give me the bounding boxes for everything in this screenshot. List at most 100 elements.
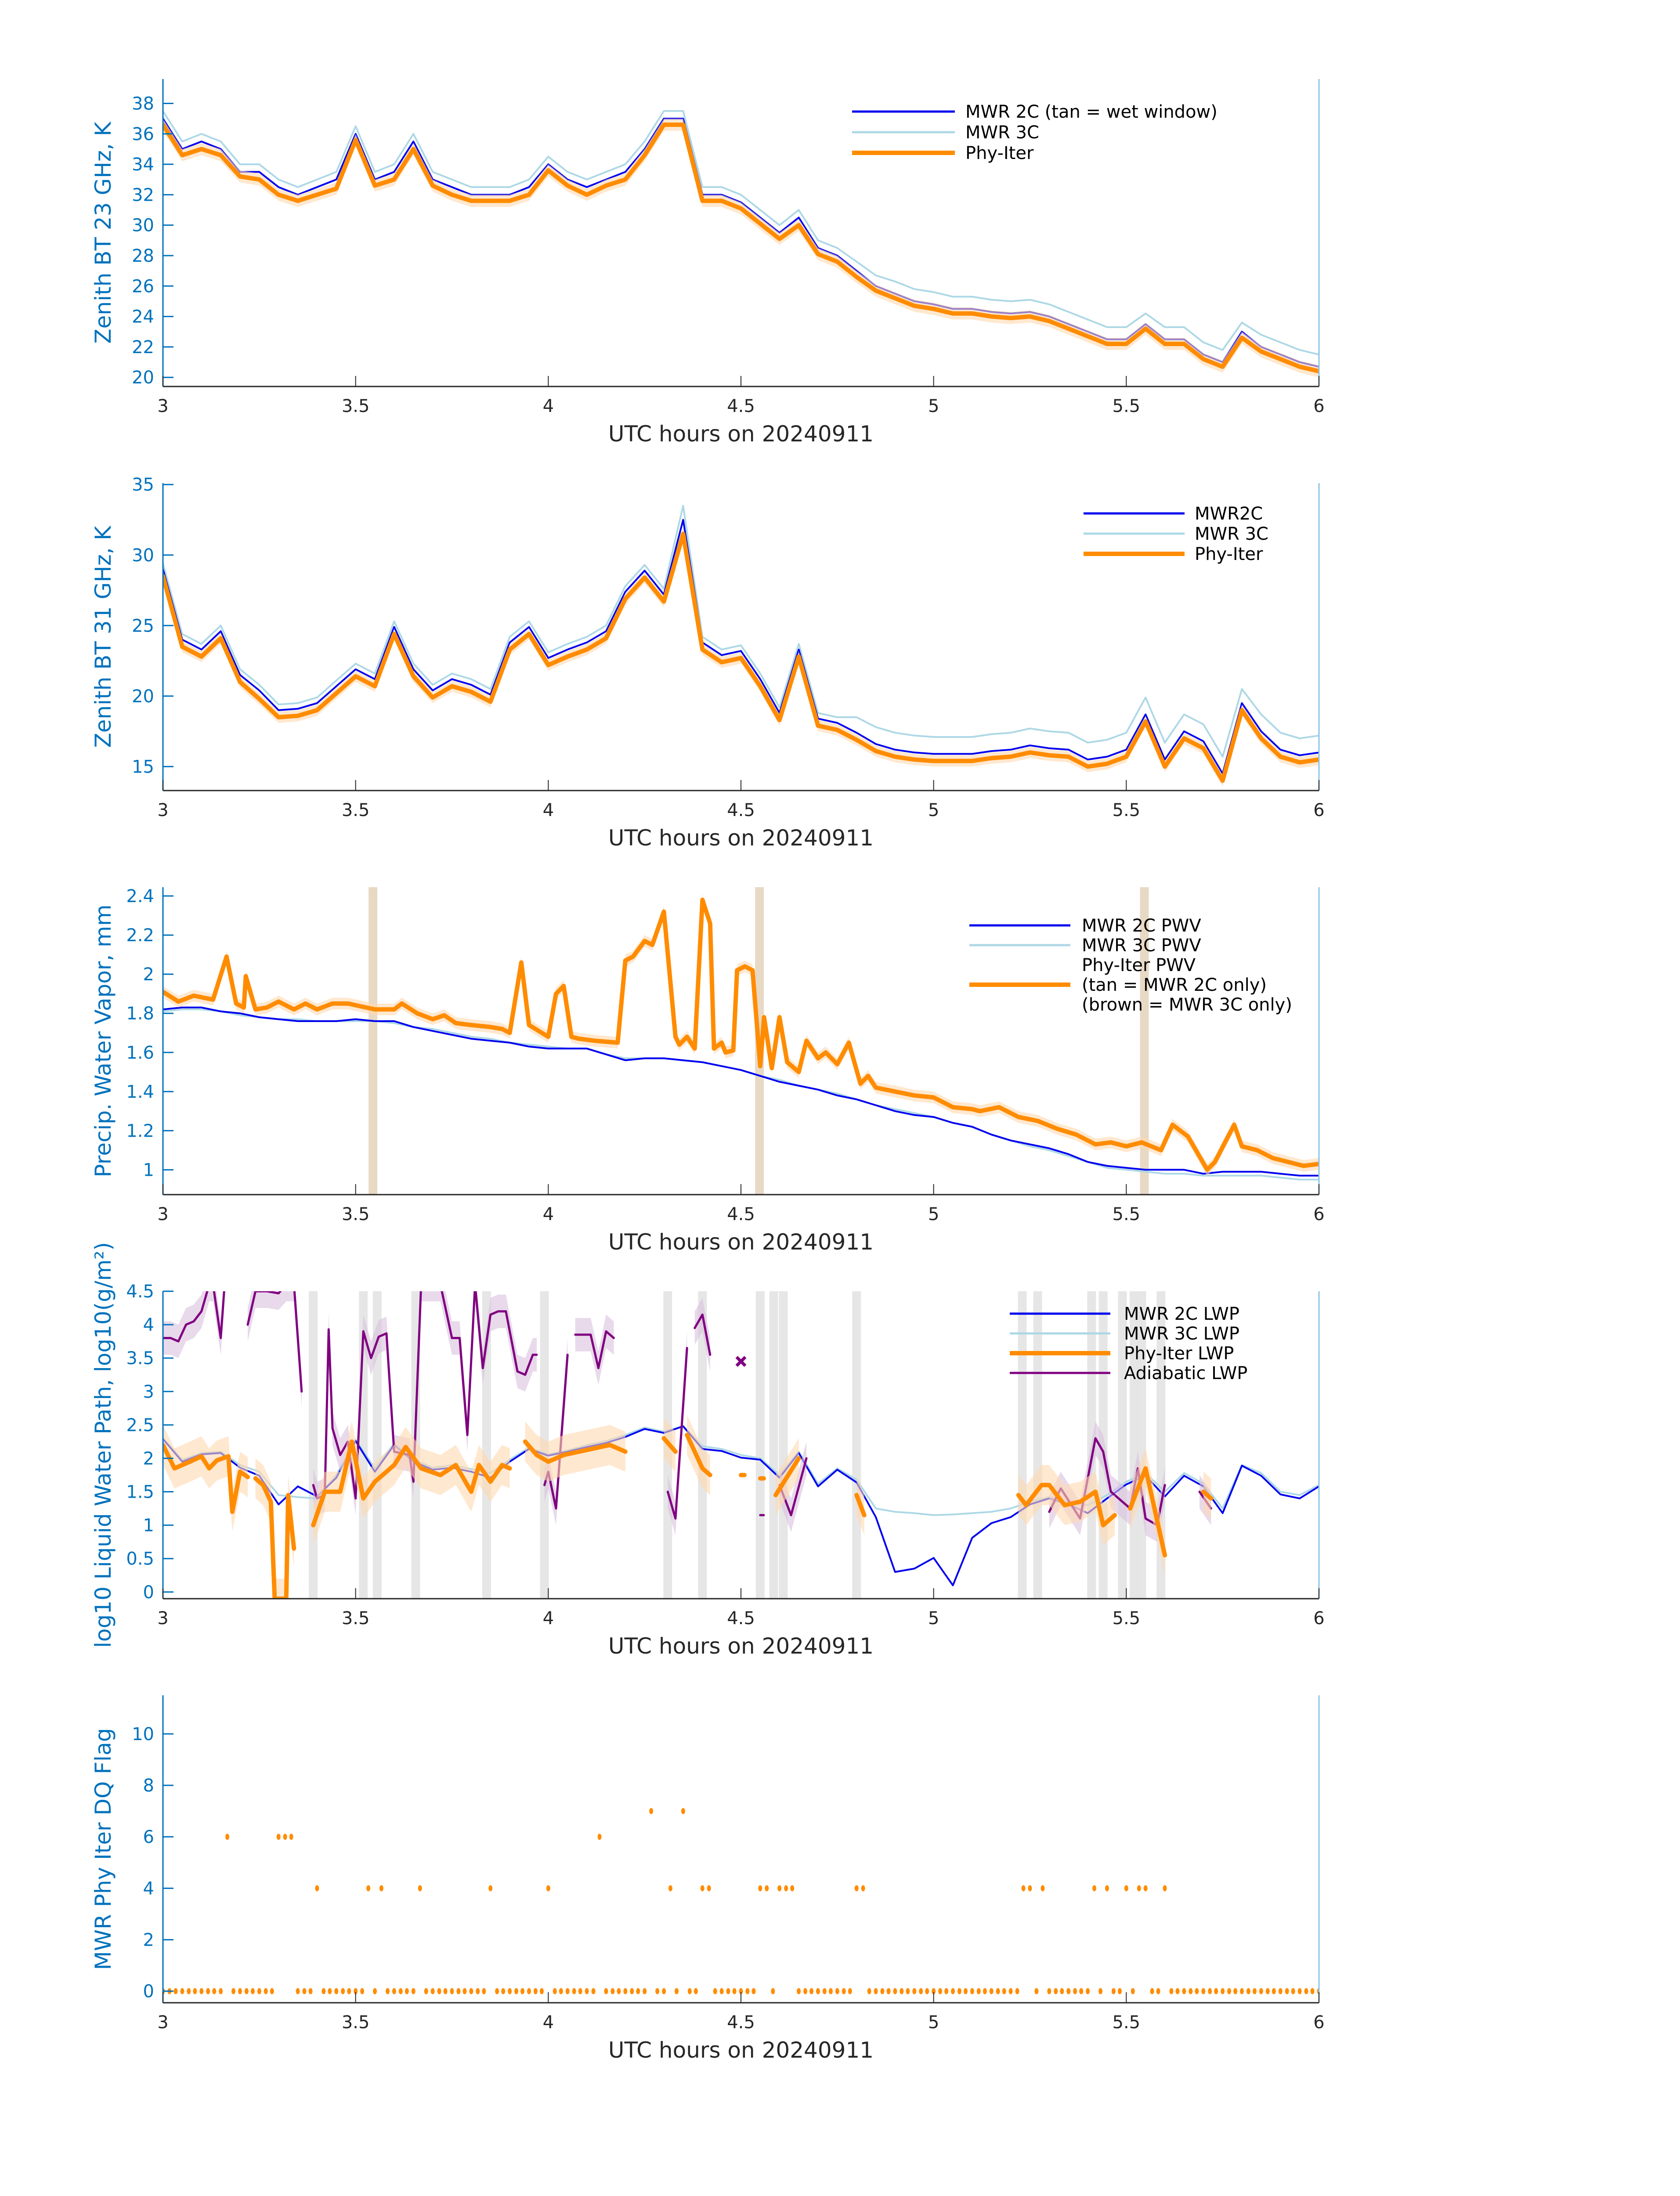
data-point	[1079, 1988, 1084, 1994]
legend-entry-label: MWR 2C (tan = wet window)	[965, 102, 1218, 122]
data-point	[893, 1988, 897, 1994]
data-point	[1201, 1988, 1206, 1994]
y-tick-label: 2.5	[126, 1415, 154, 1435]
x-tick-label: 6	[1313, 1204, 1324, 1224]
legend-entry-label: MWR 3C	[965, 123, 1039, 143]
series-line	[685, 1433, 712, 1477]
data-point	[938, 1988, 943, 1994]
data-point	[970, 1988, 974, 1994]
panel-bt23: Zenith BT 23 GHz, K UTC hours on 2024091…	[90, 79, 1325, 447]
y-tick-label: 30	[132, 545, 154, 566]
x-tick-label: 4	[543, 1608, 554, 1629]
panel-dq-flag: MWR Phy Iter DQ Flag UTC hours on 202409…	[90, 1695, 1325, 2063]
x-tick-label: 5	[928, 1608, 939, 1629]
data-point	[636, 1988, 640, 1994]
data-point	[1028, 1885, 1032, 1892]
y-tick-label: 4.5	[126, 1282, 154, 1302]
plot-area	[163, 505, 1319, 787]
window-band	[1033, 1291, 1042, 1599]
y-tick-label: 20	[132, 368, 154, 388]
x-tick-label: 5	[928, 1204, 939, 1224]
series-line	[253, 1476, 296, 1599]
data-point	[912, 1988, 917, 1994]
window-band	[852, 1291, 861, 1599]
y-tick-label: 2.4	[126, 886, 154, 907]
legend-entry-label: MWR 2C LWP	[1124, 1304, 1239, 1324]
data-point	[861, 1885, 865, 1892]
uncertainty-band	[163, 1425, 248, 1532]
window-band	[372, 1291, 382, 1599]
y-tick-label: 6	[143, 1827, 154, 1847]
window-band	[755, 1291, 765, 1599]
data-point	[790, 1885, 795, 1892]
data-point	[180, 1988, 184, 1994]
y-tick-label: 25	[132, 616, 154, 636]
x-tick-label: 3	[157, 2012, 168, 2033]
data-point	[462, 1988, 467, 1994]
data-point	[771, 1988, 775, 1994]
series-line	[163, 531, 1319, 783]
data-point	[264, 1988, 268, 1994]
data-point	[488, 1885, 493, 1892]
x-tick-label: 4.5	[727, 396, 755, 416]
data-point	[957, 1988, 961, 1994]
data-point	[1175, 1988, 1180, 1994]
data-point	[674, 1988, 679, 1994]
figure-background	[0, 0, 1680, 2073]
data-point	[623, 1988, 628, 1994]
data-point	[643, 1988, 647, 1994]
data-point	[1297, 1988, 1302, 1994]
data-point	[681, 1808, 685, 1814]
y-tick-label: 2	[143, 964, 154, 985]
data-point	[296, 1988, 300, 1994]
data-point	[193, 1988, 197, 1994]
data-point	[501, 1988, 506, 1994]
data-point	[1143, 1885, 1148, 1892]
x-tick-label: 4.5	[727, 800, 755, 820]
data-point	[424, 1988, 428, 1994]
series-line	[163, 505, 1319, 758]
y-tick-label: 8	[143, 1776, 154, 1796]
data-point	[308, 1988, 313, 1994]
series-line	[854, 1493, 867, 1517]
data-point	[244, 1988, 249, 1994]
data-point	[456, 1988, 461, 1994]
data-point	[1002, 1988, 1006, 1994]
window-band	[1018, 1291, 1027, 1599]
data-point	[1169, 1988, 1174, 1994]
data-point	[906, 1988, 910, 1994]
y-tick-label: 1.8	[126, 1004, 154, 1024]
series-line	[661, 1436, 678, 1454]
uncertainty-band	[694, 1298, 710, 1372]
x-tick-label: 5	[928, 396, 939, 416]
data-point	[842, 1988, 846, 1994]
y-tick-label: 0	[143, 1582, 154, 1603]
data-point	[1310, 1988, 1315, 1994]
data-point	[1021, 1885, 1026, 1892]
data-point	[1060, 1988, 1064, 1994]
data-point	[430, 1988, 435, 1994]
data-point	[495, 1988, 499, 1994]
data-point	[1137, 1885, 1141, 1892]
data-point	[173, 1988, 178, 1994]
data-point	[565, 1988, 570, 1994]
window-band	[309, 1291, 318, 1599]
data-point	[1150, 1988, 1154, 1994]
x-tick-label: 5.5	[1113, 2012, 1141, 2033]
window-band	[698, 1291, 707, 1599]
series-line	[163, 1425, 1319, 1516]
series-line	[1201, 1489, 1214, 1501]
data-point	[1015, 1988, 1019, 1994]
data-point	[777, 1885, 782, 1892]
series-line	[163, 1006, 1319, 1177]
data-point	[315, 1885, 319, 1892]
data-point	[944, 1988, 949, 1994]
y-tick-label: 28	[132, 246, 154, 266]
window-band	[779, 1291, 788, 1599]
data-point	[437, 1988, 441, 1994]
data-point	[1208, 1988, 1212, 1994]
legend-entry-label: MWR 3C LWP	[1124, 1324, 1239, 1344]
x-tick-label: 3.5	[342, 1608, 370, 1629]
data-point	[822, 1988, 827, 1994]
